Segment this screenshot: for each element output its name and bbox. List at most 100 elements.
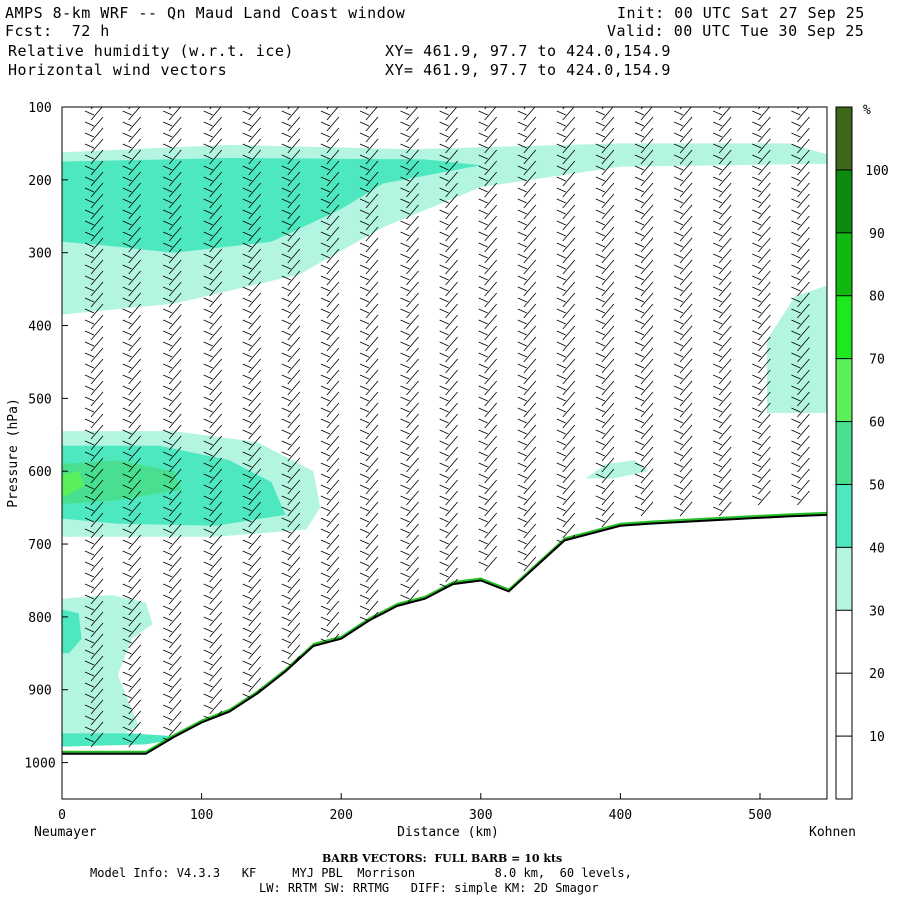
forecast-hour: Fcst: 72 h (5, 22, 110, 40)
init-time: Init: 00 UTC Sat 27 Sep 25 (617, 4, 865, 22)
x-tick-label: 500 (748, 808, 771, 823)
colorbar-label: 100 (865, 164, 888, 179)
terrain-line (62, 513, 828, 755)
colorbar-swatch (836, 673, 852, 737)
barb-shafts (281, 107, 301, 682)
x-endpoint-right: Kohnen (809, 825, 856, 840)
barb-shafts (84, 107, 104, 748)
barb-column-10 (478, 107, 498, 572)
x-tick-label: 200 (329, 808, 352, 823)
y-tick-label: 300 (28, 247, 51, 262)
barb-shafts (752, 107, 771, 506)
barb-shafts (242, 107, 262, 704)
y-axis-label: Pressure (hPa) (6, 398, 21, 508)
colorbar-label: 60 (869, 416, 885, 431)
colorbar-label: 30 (869, 604, 885, 619)
colorbar-unit: % (863, 103, 871, 118)
colorbar-label: 70 (869, 353, 885, 368)
colorbar-swatch (836, 421, 852, 485)
colorbar-swatch (836, 169, 852, 233)
model-info-line-2: LW: RRTM SW: RRTMG DIFF: simple KM: 2D S… (259, 881, 599, 895)
barb-column-16 (713, 107, 732, 517)
barb-shafts (320, 107, 340, 649)
barb-shafts (634, 107, 654, 517)
humidity-region-2 (767, 285, 827, 413)
barb-column-12 (556, 107, 576, 561)
barb-column-17 (752, 107, 771, 506)
colorbar-frame (835, 106, 853, 800)
barb-column-13 (595, 107, 615, 528)
barb-shafts (517, 107, 537, 572)
colorbar-label: 90 (869, 227, 885, 242)
valid-time: Valid: 00 UTC Tue 30 Sep 25 (607, 22, 865, 40)
barb-column-1 (122, 107, 142, 748)
humidity-field (62, 143, 827, 754)
colorbar-label: 50 (869, 478, 885, 493)
y-tick-label: 900 (28, 684, 51, 699)
humidity-region-1 (62, 158, 481, 253)
colorbar-swatch (836, 107, 852, 170)
colorbar-swatch (836, 295, 852, 359)
barb-column-15 (673, 107, 693, 517)
x-tick-label: 300 (469, 808, 492, 823)
terrain (62, 513, 828, 799)
humidity-region-10 (62, 733, 188, 747)
humidity-region-8 (62, 595, 153, 745)
barb-shafts (203, 107, 223, 726)
wind-barb-field (84, 107, 810, 748)
colorbar-swatch (836, 484, 852, 548)
colorbar-label: 80 (869, 290, 885, 305)
field-1-xy: XY= 461.9, 97.7 to 424.0,154.9 (385, 42, 671, 60)
colorbar-swatch (836, 547, 852, 611)
x-axis-label: Distance (km) (397, 825, 499, 840)
barb-column-18 (791, 107, 810, 506)
y-tick-label: 700 (28, 538, 51, 553)
y-tick-label: 400 (28, 320, 51, 335)
colorbar-label: 20 (869, 667, 885, 682)
terrain-fill (62, 514, 827, 799)
barb-shafts (439, 107, 458, 594)
y-tick-label: 100 (28, 101, 51, 116)
humidity-region-9 (62, 609, 82, 654)
x-endpoint-left: Neumayer (34, 825, 97, 840)
barb-shafts (122, 107, 142, 748)
chart-title: AMPS 8-km WRF -- Qn Maud Land Coast wind… (5, 4, 406, 22)
humidity-region-3 (585, 460, 649, 479)
y-tick-label: 600 (28, 465, 51, 480)
barb-shafts (791, 107, 810, 506)
colorbar-swatch (836, 358, 852, 422)
barb-column-9 (439, 107, 458, 594)
barb-column-8 (400, 107, 419, 605)
model-info-line-1: Model Info: V4.3.3 KF MYJ PBL Morrison 8… (90, 866, 632, 880)
colorbar-label: 10 (869, 730, 885, 745)
barb-note: BARB VECTORS: FULL BARB = 10 kts (322, 852, 563, 865)
y-tick-label: 800 (28, 611, 51, 626)
colorbar-swatch (836, 610, 852, 674)
barb-column-0 (84, 107, 104, 748)
axes: 100 200 300 400 500 600 700 800 900 1000 0 100 200 30… (24, 101, 771, 823)
y-tick-label: 500 (28, 392, 51, 407)
x-tick-label: 0 (58, 808, 66, 823)
barb-column-11 (517, 107, 537, 572)
field-1-label: Relative humidity (w.r.t. ice) (8, 42, 294, 60)
barb-column-6 (320, 107, 340, 649)
barb-column-3 (203, 107, 223, 726)
barb-shafts (556, 107, 576, 561)
colorbar: 10 20 30 40 50 60 70 80 90 100 (835, 106, 889, 800)
barb-shafts (595, 107, 615, 528)
colorbar-swatch (836, 232, 852, 296)
y-tick-label: 1000 (24, 757, 55, 772)
barb-shafts (713, 107, 732, 517)
barb-column-4 (242, 107, 262, 704)
barb-column-5 (281, 107, 301, 682)
field-2-label: Horizontal wind vectors (8, 61, 228, 79)
barb-shafts (359, 107, 379, 627)
barb-column-7 (359, 107, 379, 627)
barb-shafts (163, 107, 182, 748)
x-tick-label: 100 (190, 808, 213, 823)
barb-shafts (478, 107, 498, 572)
humidity-region-7 (62, 471, 85, 497)
barb-shafts (400, 107, 419, 605)
barb-shafts (673, 107, 693, 517)
